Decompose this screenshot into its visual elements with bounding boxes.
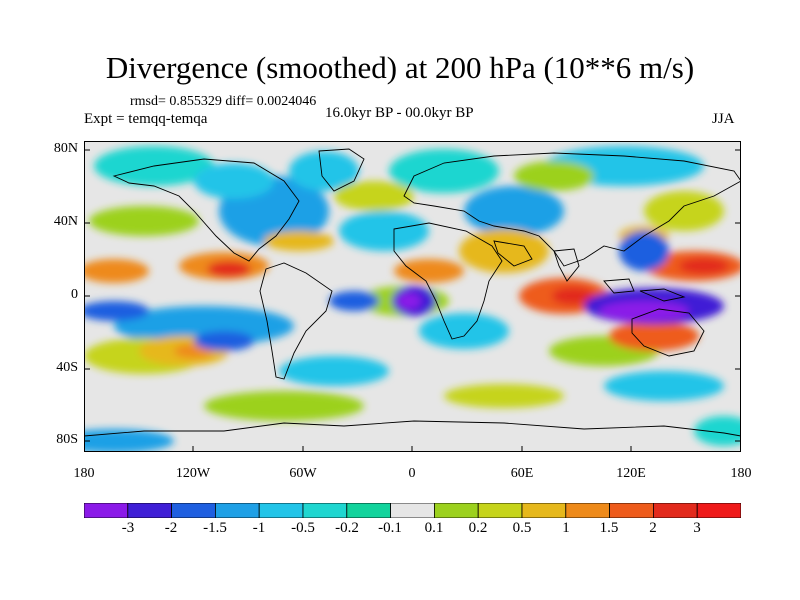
lon-label-60w: 60W bbox=[289, 466, 317, 481]
colorbar-label: 1 bbox=[562, 520, 570, 536]
colorbar-swatch bbox=[84, 503, 129, 518]
colorbar-label: 0.2 bbox=[468, 520, 488, 536]
divergence-field bbox=[84, 146, 741, 452]
lat-label-40s: 40S bbox=[56, 360, 78, 375]
colorbar-label: -0.5 bbox=[291, 520, 315, 536]
lat-label-0: 0 bbox=[71, 287, 78, 302]
colorbar-label: 0.1 bbox=[424, 520, 444, 536]
colorbar-label: 2 bbox=[649, 520, 657, 536]
colorbar-swatch bbox=[171, 503, 216, 518]
colorbar-label: -2 bbox=[164, 520, 178, 536]
lon-label-180w: 180 bbox=[73, 466, 95, 481]
lon-label-60e: 60E bbox=[510, 466, 534, 481]
colorbar-label: -0.1 bbox=[378, 520, 402, 536]
chart-title: Divergence (smoothed) at 200 hPa (10**6 … bbox=[105, 50, 695, 85]
colorbar bbox=[84, 503, 741, 518]
colorbar-label: 0.5 bbox=[512, 520, 532, 536]
divergence-map bbox=[84, 141, 741, 452]
colorbar-swatch bbox=[653, 503, 698, 518]
colorbar-swatch bbox=[346, 503, 391, 518]
colorbar-swatch bbox=[390, 503, 435, 518]
colorbar-swatch bbox=[477, 503, 523, 518]
experiment-label: Expt = temqq-temqa bbox=[84, 111, 208, 127]
colorbar-label: 1.5 bbox=[599, 520, 619, 536]
colorbar-swatch bbox=[433, 503, 479, 518]
colorbar-swatch bbox=[127, 503, 172, 518]
colorbar-swatch bbox=[696, 503, 741, 518]
season-label: JJA bbox=[712, 111, 735, 127]
colorbar-swatch bbox=[521, 503, 567, 518]
stats-line: rmsd= 0.855329 diff= 0.0024046 bbox=[130, 94, 317, 109]
colorbar-label: 3 bbox=[693, 520, 701, 536]
lat-label-80n: 80N bbox=[53, 141, 78, 156]
colorbar-label: -0.2 bbox=[335, 520, 359, 536]
colorbar-swatch bbox=[214, 503, 260, 518]
colorbar-swatch bbox=[565, 503, 610, 518]
colorbar-label: -3 bbox=[121, 520, 135, 536]
colorbar-swatch bbox=[609, 503, 654, 518]
colorbar-swatch bbox=[258, 503, 304, 518]
period-label: 16.0kyr BP - 00.0kyr BP bbox=[325, 105, 474, 121]
lat-label-80s: 80S bbox=[56, 432, 78, 447]
lon-label-0: 0 bbox=[408, 466, 416, 481]
colorbar-label: -1.5 bbox=[203, 520, 227, 536]
lon-label-120w: 120W bbox=[175, 466, 211, 481]
axis-ticks bbox=[84, 149, 741, 452]
lon-label-180e: 180 bbox=[730, 466, 752, 481]
colorbar-label: -1 bbox=[252, 520, 266, 536]
colorbar-swatch bbox=[302, 503, 348, 518]
coastlines bbox=[84, 148, 741, 437]
lat-label-40n: 40N bbox=[53, 214, 78, 229]
lon-label-120e: 120E bbox=[616, 466, 646, 481]
